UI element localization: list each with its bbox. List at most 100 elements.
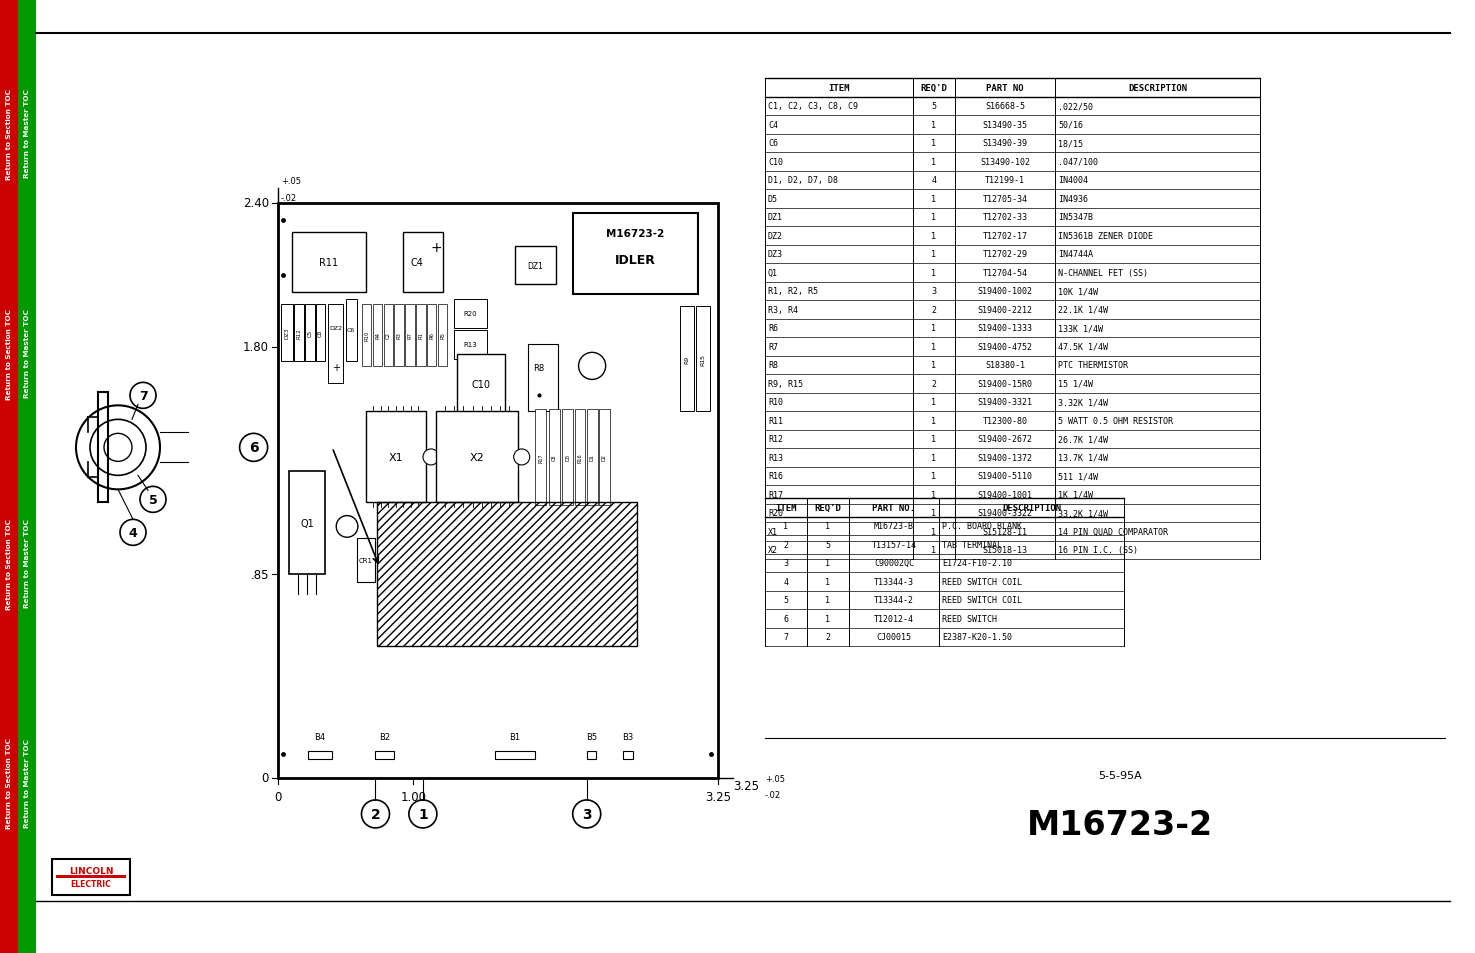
Text: S18380-1: S18380-1 [985,361,1025,370]
Bar [277,204,718,779]
Bar [373,304,382,367]
Text: C4: C4 [410,257,423,268]
Bar [696,307,709,412]
Bar [394,304,404,367]
Bar [494,751,535,759]
Text: 4: 4 [932,176,937,185]
Text: C1, C2, C3, C8, C9: C1, C2, C3, C8, C9 [768,102,858,112]
Text: R16: R16 [577,453,583,462]
Text: D2: D2 [602,454,606,461]
Bar [292,233,366,293]
Text: 511 1/4W: 511 1/4W [1058,472,1097,480]
Circle shape [572,801,600,828]
Text: S15128-11: S15128-11 [982,527,1028,537]
Text: 13.7K 1/4W: 13.7K 1/4W [1058,454,1108,462]
Bar [574,213,698,294]
Text: 3: 3 [783,558,789,568]
Circle shape [361,801,389,828]
Text: R17: R17 [538,453,543,462]
Bar [305,304,314,362]
Circle shape [423,450,440,465]
Text: C6: C6 [347,328,355,334]
Text: 1: 1 [932,546,937,555]
Text: 1: 1 [932,361,937,370]
Text: S13490-35: S13490-35 [982,121,1028,130]
Text: 2: 2 [783,540,789,549]
Text: B5: B5 [586,732,597,741]
Text: M16723-B: M16723-B [875,521,914,531]
Text: DZ3: DZ3 [285,327,289,338]
Text: 7: 7 [783,633,789,641]
Text: Return to Section TOC: Return to Section TOC [6,518,12,609]
Text: R17: R17 [768,490,783,499]
Text: 6: 6 [249,441,258,455]
Text: R6: R6 [429,332,434,339]
Text: -.02: -.02 [282,193,296,203]
Text: R6: R6 [768,324,777,333]
Text: DZ2: DZ2 [768,232,783,240]
Text: P.C. BOARD BLANK: P.C. BOARD BLANK [943,521,1022,531]
Text: PART NO: PART NO [987,84,1024,92]
Text: T12702-29: T12702-29 [982,250,1028,259]
Bar [308,751,332,759]
Circle shape [90,420,146,476]
Circle shape [105,434,131,462]
Bar [587,751,596,759]
Text: DZ2: DZ2 [329,326,342,331]
Text: 33.2K 1/4W: 33.2K 1/4W [1058,509,1108,517]
Text: DZ1: DZ1 [528,261,543,271]
Text: IN4936: IN4936 [1058,194,1089,204]
Text: M16723-2: M16723-2 [1027,809,1212,841]
Text: 1: 1 [932,342,937,352]
Text: 1: 1 [932,213,937,222]
Bar [437,412,518,503]
Text: REED SWITCH: REED SWITCH [943,614,997,623]
Text: 1: 1 [932,509,937,517]
Text: 4: 4 [128,526,137,539]
Text: 1K 1/4W: 1K 1/4W [1058,490,1093,499]
Bar [327,304,344,383]
Text: 0: 0 [274,790,282,803]
Text: X2: X2 [768,546,777,555]
Text: T13344-3: T13344-3 [875,578,914,586]
Text: 16 PIN I.C. (SS): 16 PIN I.C. (SS) [1058,546,1139,555]
Text: 3.25: 3.25 [733,780,760,793]
Text: Q1: Q1 [768,269,777,277]
Bar [426,304,437,367]
Text: IN5361B ZENER DIODE: IN5361B ZENER DIODE [1058,232,1153,240]
Text: S19400-15R0: S19400-15R0 [978,379,1032,388]
Text: 47.5K 1/4W: 47.5K 1/4W [1058,342,1108,352]
Text: C90002QC: C90002QC [875,558,914,568]
Text: 1: 1 [826,596,830,604]
Circle shape [239,434,267,462]
Text: R3: R3 [397,332,401,339]
Text: S19400-1333: S19400-1333 [978,324,1032,333]
Text: T13157-14: T13157-14 [872,540,916,549]
Text: Return to Master TOC: Return to Master TOC [24,309,30,398]
Text: DZ1: DZ1 [768,213,783,222]
Bar [624,751,633,759]
Text: 3.32K 1/4W: 3.32K 1/4W [1058,397,1108,407]
Text: R12: R12 [768,435,783,444]
Text: 2: 2 [932,305,937,314]
Text: 1: 1 [932,324,937,333]
Text: 1: 1 [932,139,937,148]
Text: 0: 0 [261,772,268,784]
Text: 18/15: 18/15 [1058,139,1083,148]
Text: Return to Master TOC: Return to Master TOC [24,519,30,608]
Text: 14 PIN QUAD COMPARATOR: 14 PIN QUAD COMPARATOR [1058,527,1168,537]
Circle shape [336,516,358,537]
Text: 1: 1 [826,578,830,586]
Text: 5: 5 [783,596,789,604]
Text: ITEM: ITEM [776,503,796,512]
Text: 1: 1 [932,121,937,130]
Text: T12300-80: T12300-80 [982,416,1028,425]
Text: R13: R13 [768,454,783,462]
Text: T12199-1: T12199-1 [985,176,1025,185]
Text: +.05: +.05 [766,774,785,783]
Text: IDLER: IDLER [615,254,656,267]
Text: .047/100: .047/100 [1058,157,1097,167]
Text: C10: C10 [472,379,491,390]
Text: E1724-F10-2.10: E1724-F10-2.10 [943,558,1012,568]
Text: C5: C5 [307,330,313,336]
